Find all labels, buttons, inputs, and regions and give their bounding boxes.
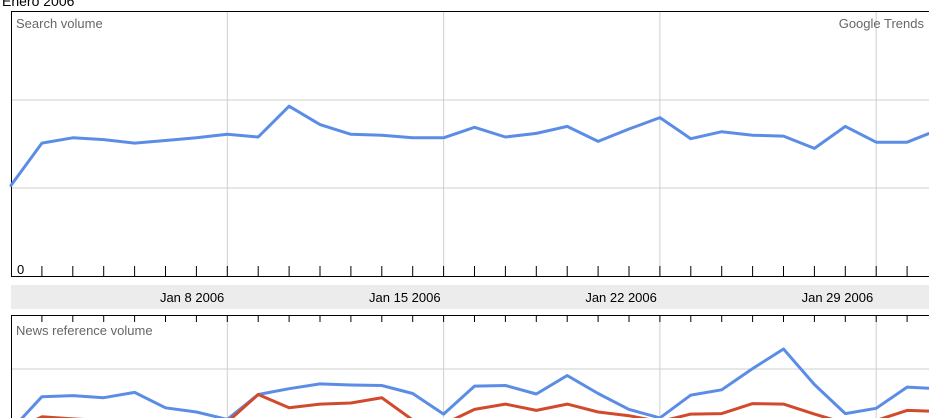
search-point-0-17 (535, 132, 538, 135)
search-point-0-7 (226, 133, 229, 136)
news-point-1-8 (257, 393, 260, 396)
news-volume-panel (11, 315, 929, 418)
news-point-1-1 (41, 416, 43, 418)
news-point-0-3 (102, 396, 105, 399)
search-point-0-13 (411, 137, 414, 139)
news-point-0-29 (906, 386, 908, 388)
search-point-0-24 (751, 134, 754, 136)
news-point-0-12 (381, 384, 383, 387)
news-point-0-24 (751, 367, 754, 370)
news-point-0-28 (875, 407, 877, 410)
search-point-0-21 (659, 116, 661, 119)
search-point-0-26 (813, 147, 816, 150)
search-point-0-8 (257, 136, 260, 138)
search-point-0-3 (102, 138, 105, 141)
news-point-1-19 (597, 411, 599, 413)
date-axis-label-2: Jan 22 2006 (585, 290, 657, 305)
news-point-1-25 (782, 403, 785, 405)
search-panel-frame (11, 11, 929, 277)
search-volume-panel (9, 11, 929, 277)
news-point-0-17 (535, 393, 538, 395)
news-point-1-16 (504, 403, 507, 405)
search-point-0-10 (319, 123, 321, 126)
search-point-0-1 (41, 142, 43, 144)
news-point-0-6 (195, 411, 198, 413)
search-volume-title: Search volume (16, 16, 103, 31)
search-panel-background (11, 11, 929, 276)
search-point-0-14 (442, 137, 445, 139)
news-point-1-9 (288, 407, 290, 409)
news-point-0-23 (720, 389, 723, 391)
news-point-1-10 (319, 403, 321, 405)
search-point-0-9 (288, 105, 290, 107)
news-point-1-11 (350, 402, 352, 404)
news-point-0-13 (411, 392, 414, 395)
news-point-1-29 (906, 409, 908, 412)
search-point-0-6 (195, 137, 198, 139)
news-point-1-17 (535, 409, 538, 412)
news-point-0-5 (164, 407, 167, 409)
news-point-1-23 (720, 412, 723, 415)
search-point-0-18 (566, 125, 568, 128)
search-point-0-19 (597, 140, 599, 143)
search-point-0-29 (906, 141, 908, 143)
news-panel-background (11, 315, 929, 418)
news-volume-title: News reference volume (16, 323, 153, 338)
news-point-1-24 (751, 402, 754, 405)
news-point-0-9 (288, 387, 290, 390)
news-point-0-10 (319, 383, 321, 385)
news-point-0-20 (628, 408, 630, 411)
news-point-0-4 (133, 391, 136, 394)
google-trends-watermark: Google Trends (839, 16, 925, 31)
news-point-1-22 (690, 413, 692, 415)
search-point-0-4 (133, 142, 136, 144)
search-point-0-0 (10, 184, 12, 187)
search-point-0-11 (350, 133, 352, 136)
date-axis-band: Jan 8 2006 Jan 15 2006 Jan 22 2006 Jan 29 2… (11, 285, 929, 309)
news-point-0-25 (782, 348, 785, 350)
date-axis-label-1: Jan 15 2006 (369, 290, 441, 305)
date-axis-label-3: Jan 29 2006 (802, 290, 874, 305)
search-point-0-16 (504, 136, 507, 138)
news-point-0-14 (442, 413, 445, 415)
search-point-0-20 (628, 128, 630, 130)
search-point-0-12 (381, 134, 383, 136)
date-axis-background (11, 285, 929, 309)
search-point-0-22 (690, 137, 692, 140)
news-point-1-15 (473, 408, 476, 411)
news-point-0-19 (597, 392, 599, 395)
news-point-1-20 (628, 414, 630, 417)
news-point-0-16 (504, 384, 507, 387)
y-tick-label-zero: 0 (17, 262, 24, 277)
search-point-0-25 (782, 135, 785, 137)
search-point-0-23 (720, 130, 723, 133)
news-point-0-1 (41, 395, 43, 398)
news-point-0-26 (813, 383, 816, 386)
news-point-0-22 (690, 394, 692, 396)
chart-heading: Enero 2006 (2, 0, 75, 9)
search-point-0-15 (473, 126, 476, 129)
search-point-0-28 (875, 141, 877, 143)
news-point-1-12 (381, 396, 383, 399)
search-point-0-5 (164, 139, 167, 142)
news-point-0-18 (566, 374, 568, 377)
news-point-0-11 (350, 384, 352, 386)
news-point-0-2 (72, 394, 74, 397)
search-point-0-27 (844, 125, 847, 128)
news-point-1-26 (813, 413, 816, 415)
search-point-0-2 (72, 137, 74, 139)
news-point-0-15 (473, 385, 476, 387)
news-point-1-18 (566, 403, 568, 405)
date-axis-label-0: Jan 8 2006 (160, 290, 224, 305)
news-point-0-27 (844, 412, 847, 415)
